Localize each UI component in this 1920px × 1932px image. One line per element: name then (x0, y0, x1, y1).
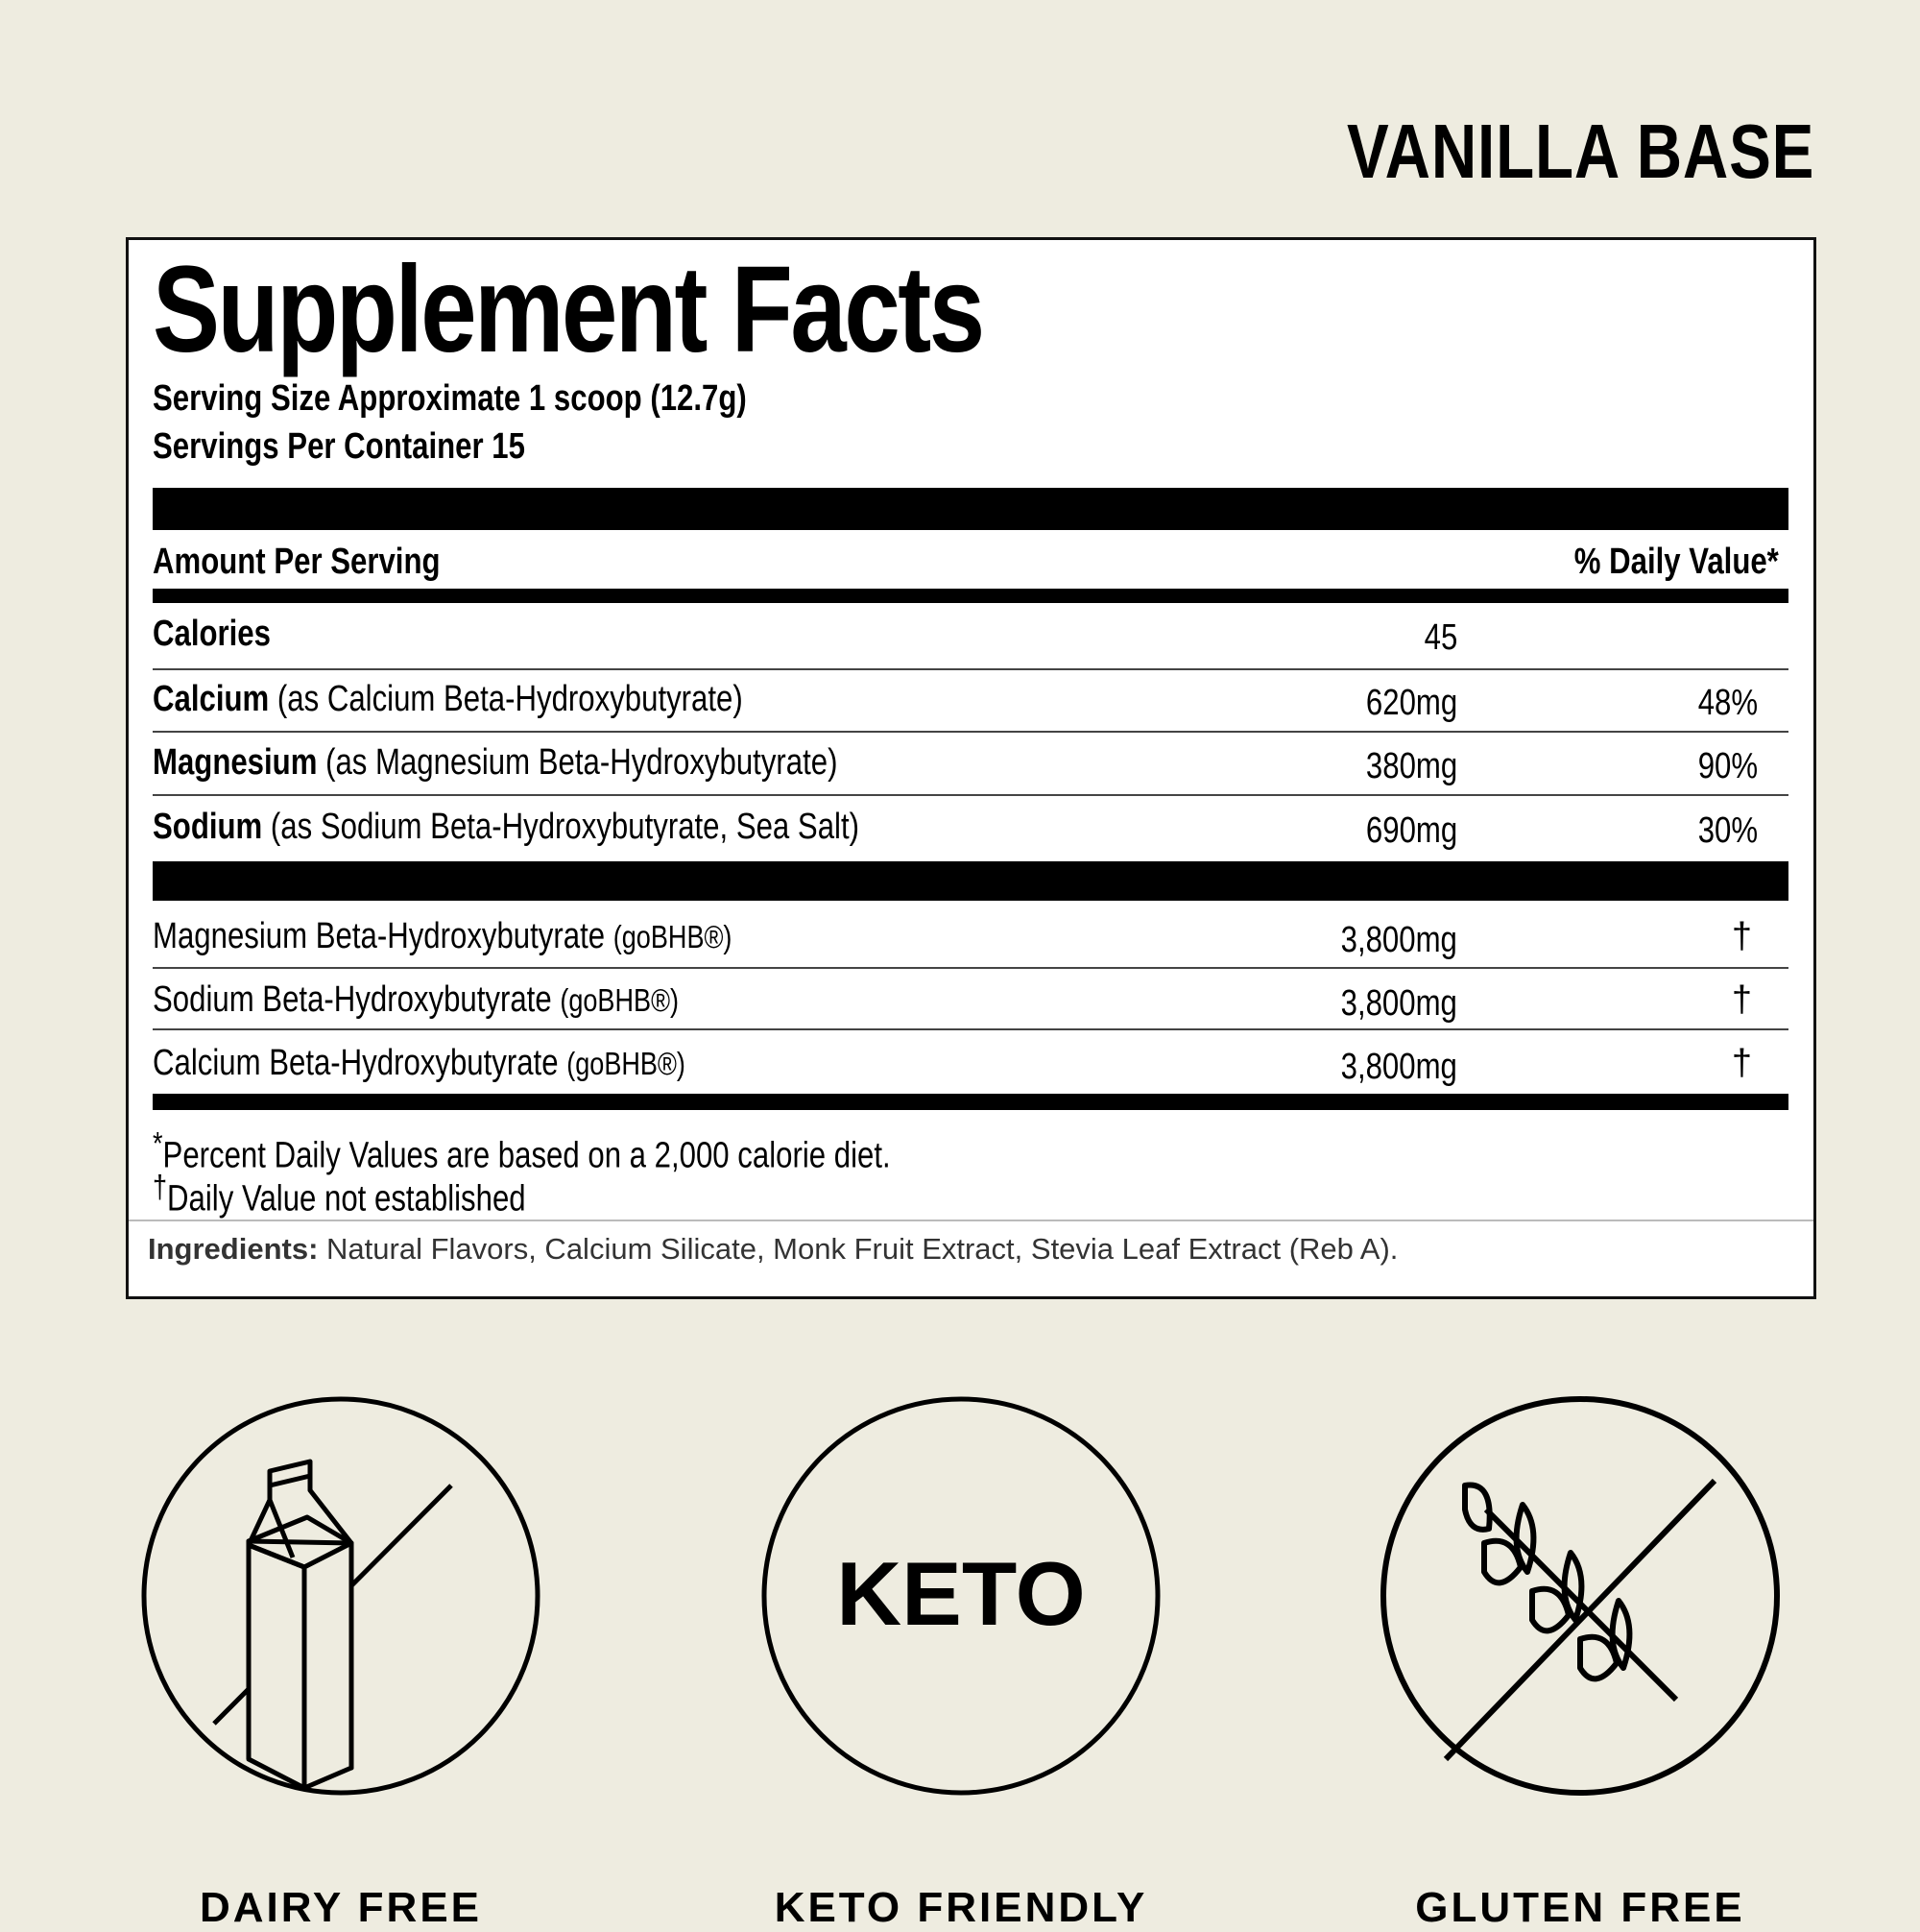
row-divider (153, 1028, 1788, 1030)
blend-row: Sodium Beta-Hydroxybutyrate (goBHB®) 3,8… (153, 979, 1752, 1024)
header-row: Amount Per Serving % Daily Value* (153, 538, 1788, 586)
nutrient-row: Magnesium (as Magnesium Beta-Hydroxybuty… (153, 742, 1758, 786)
divider-bar (153, 861, 1788, 901)
panel-title: Supplement Facts (153, 241, 985, 378)
dv-header: % Daily Value* (1573, 542, 1779, 582)
keto-icon: KETO (761, 1396, 1161, 1796)
supplement-facts-panel: Supplement Facts Serving Size Approximat… (126, 237, 1816, 1299)
nutrient-row: Sodium (as Sodium Beta-Hydroxybutyrate, … (153, 807, 1758, 851)
blend-row: Magnesium Beta-Hydroxybutyrate (goBHB®) … (153, 916, 1752, 960)
row-divider (153, 967, 1788, 969)
badge-keto-friendly: KETO KETO FRIENDLY (759, 1394, 1163, 1932)
divider-bar (153, 488, 1788, 530)
badge-label: DAIRY FREE (199, 1884, 483, 1931)
badge-gluten-free: GLUTEN FREE (1379, 1394, 1782, 1932)
ingredients-divider (129, 1220, 1813, 1221)
row-divider (153, 668, 1788, 670)
nutrient-row: Calcium (as Calcium Beta-Hydroxybutyrate… (153, 679, 1758, 723)
badge-label: GLUTEN FREE (1415, 1884, 1745, 1931)
row-divider (153, 731, 1788, 733)
badge-dairy-free: DAIRY FREE (139, 1394, 542, 1932)
servings-per-container: Servings Per Container 15 (153, 426, 525, 467)
blend-row: Calcium Beta-Hydroxybutyrate (goBHB®) 3,… (153, 1043, 1752, 1087)
serving-size: Serving Size Approximate 1 scoop (12.7g) (153, 378, 747, 419)
amount-header: Amount Per Serving (153, 542, 441, 582)
calories-row: Calories 45 (153, 614, 1457, 658)
row-divider (153, 794, 1788, 796)
svg-text:KETO: KETO (836, 1543, 1085, 1644)
divider-bar (153, 589, 1788, 603)
variant-title: VANILLA BASE (1346, 109, 1814, 194)
footnote-not-established: †Daily Value not established (153, 1169, 526, 1220)
footnote-dv: *Percent Daily Values are based on a 2,0… (153, 1125, 891, 1176)
badge-label: KETO FRIENDLY (774, 1884, 1148, 1931)
divider-bar (153, 1094, 1788, 1110)
milk-carton-crossed-icon (141, 1396, 540, 1796)
ingredients: Ingredients: Natural Flavors, Calcium Si… (148, 1232, 1399, 1266)
wheat-crossed-icon (1380, 1396, 1780, 1796)
